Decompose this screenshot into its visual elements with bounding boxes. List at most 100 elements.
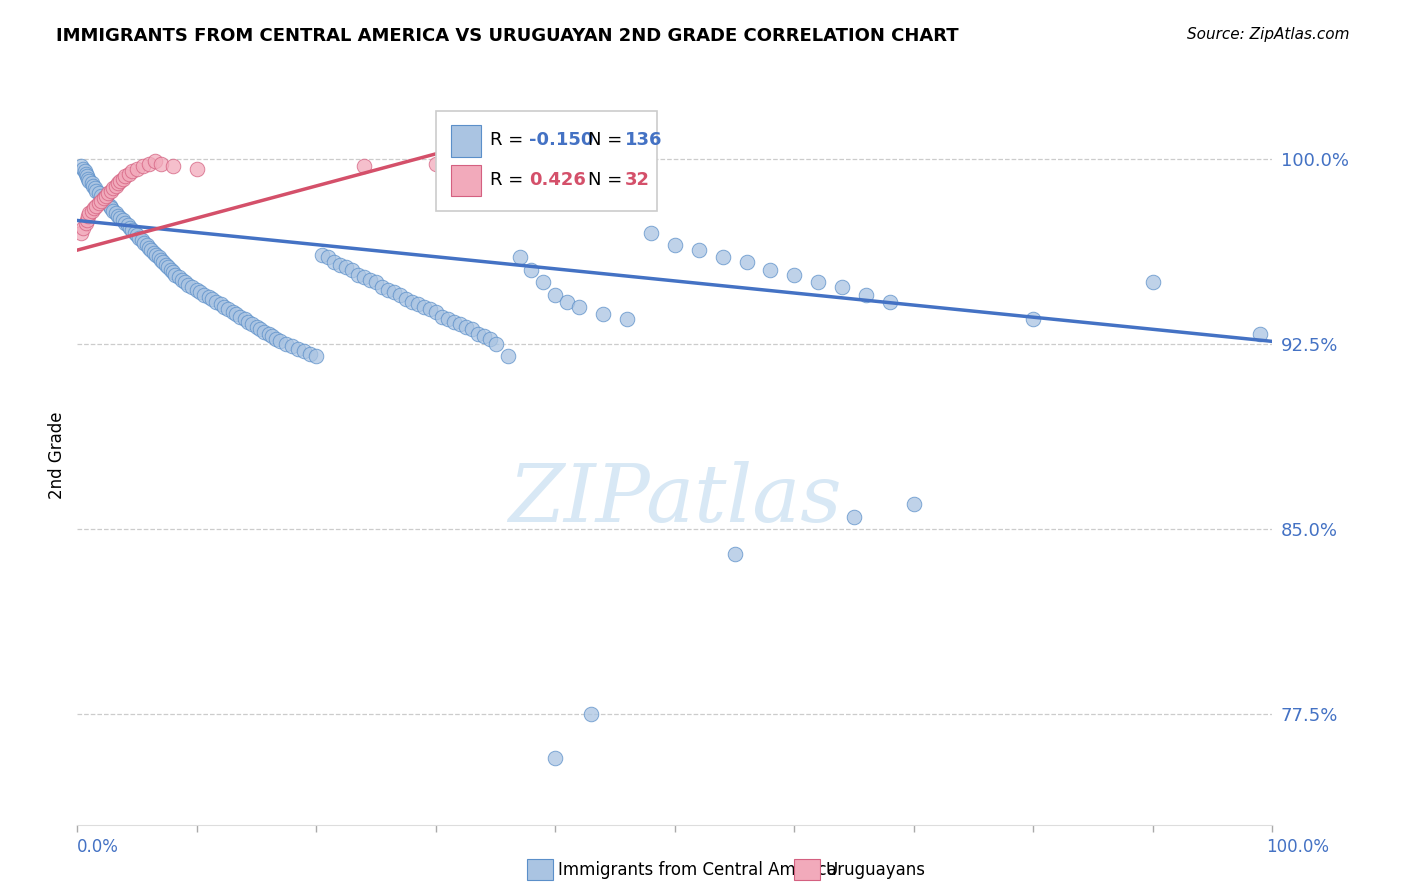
Point <box>240 317 263 331</box>
Point <box>264 332 287 346</box>
Point <box>93 191 115 205</box>
Point <box>127 161 149 176</box>
Point <box>159 263 181 277</box>
Point <box>413 300 436 314</box>
Point <box>98 199 121 213</box>
Point <box>419 302 441 317</box>
Point <box>443 315 465 329</box>
Text: Uruguayans: Uruguayans <box>825 861 925 879</box>
Point <box>141 243 163 257</box>
Point <box>711 251 734 265</box>
Point <box>172 273 194 287</box>
Point <box>544 287 567 301</box>
Point <box>104 178 127 193</box>
Text: 0.426: 0.426 <box>529 171 586 189</box>
Point <box>388 287 412 301</box>
Point <box>246 319 269 334</box>
Point <box>75 167 97 181</box>
Text: -0.150: -0.150 <box>529 131 593 149</box>
Point <box>292 344 315 359</box>
Point <box>437 312 460 326</box>
Point <box>114 169 136 183</box>
Point <box>114 216 136 230</box>
Point <box>124 226 146 240</box>
Point <box>110 174 132 188</box>
Text: Source: ZipAtlas.com: Source: ZipAtlas.com <box>1187 27 1350 42</box>
Point <box>83 201 105 215</box>
Point <box>353 270 375 285</box>
Y-axis label: 2nd Grade: 2nd Grade <box>48 411 66 499</box>
Point <box>76 169 98 183</box>
Point <box>117 219 139 233</box>
Point <box>568 300 591 314</box>
Point <box>807 275 830 289</box>
Point <box>96 196 118 211</box>
Point <box>688 243 710 257</box>
Point <box>82 178 104 193</box>
Point <box>86 184 108 198</box>
Point <box>193 287 215 301</box>
Point <box>281 339 304 353</box>
Point <box>238 315 260 329</box>
Point <box>80 177 103 191</box>
Point <box>77 209 100 223</box>
Point <box>640 226 662 240</box>
Point <box>121 164 143 178</box>
Point <box>87 196 110 211</box>
Text: R =: R = <box>489 131 529 149</box>
Point <box>270 334 292 349</box>
Point <box>366 275 388 289</box>
Point <box>150 252 173 267</box>
Point <box>359 273 381 287</box>
Point <box>76 213 98 227</box>
Point <box>134 235 156 250</box>
Point <box>467 326 489 341</box>
Point <box>75 216 97 230</box>
Point <box>111 213 134 227</box>
Point <box>93 191 115 205</box>
Point <box>165 268 187 282</box>
Point <box>97 186 120 201</box>
Point <box>759 263 782 277</box>
Point <box>305 349 328 363</box>
Point <box>131 233 153 247</box>
Point <box>581 707 603 722</box>
Point <box>94 194 117 208</box>
Point <box>127 228 149 243</box>
Point <box>103 181 124 195</box>
Point <box>186 283 208 297</box>
Point <box>162 159 184 173</box>
Text: ZIPatlas: ZIPatlas <box>508 460 842 538</box>
Point <box>496 349 519 363</box>
Point <box>148 251 170 265</box>
Point <box>903 497 925 511</box>
Point <box>353 159 375 173</box>
Point <box>72 220 94 235</box>
Point <box>103 203 124 218</box>
Point <box>1250 326 1272 341</box>
Point <box>879 294 901 309</box>
Point <box>167 270 190 285</box>
Point <box>162 265 184 279</box>
Point <box>86 199 108 213</box>
Point <box>664 238 686 252</box>
Point <box>157 260 180 275</box>
Point <box>132 159 155 173</box>
Point <box>77 171 100 186</box>
Point <box>217 302 239 317</box>
Point <box>592 307 614 321</box>
Point <box>844 509 866 524</box>
Point <box>145 248 167 262</box>
Text: 136: 136 <box>624 131 662 149</box>
Point <box>783 268 806 282</box>
Text: IMMIGRANTS FROM CENTRAL AMERICA VS URUGUAYAN 2ND GRADE CORRELATION CHART: IMMIGRANTS FROM CENTRAL AMERICA VS URUGU… <box>56 27 959 45</box>
Point <box>135 238 157 252</box>
Point <box>406 297 429 311</box>
Point <box>143 154 166 169</box>
Point <box>616 312 638 326</box>
Point <box>395 293 418 307</box>
Point <box>142 245 165 260</box>
Point <box>262 329 284 343</box>
Point <box>461 322 484 336</box>
Point <box>201 293 224 307</box>
